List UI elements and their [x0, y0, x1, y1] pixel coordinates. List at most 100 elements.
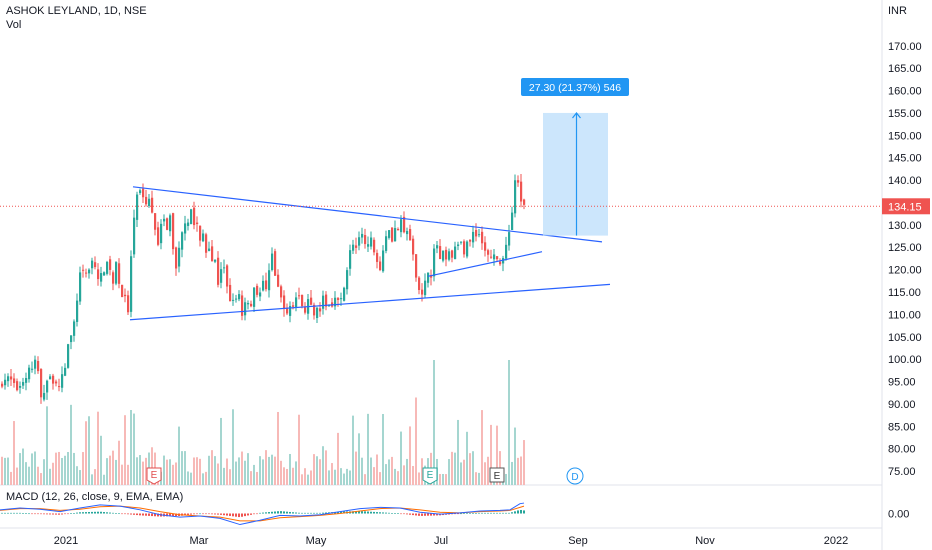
volume-bar: [466, 431, 468, 485]
candle-body: [289, 305, 292, 316]
macd-histogram-bar: [193, 513, 195, 515]
candle-body: [520, 181, 523, 202]
volume-bar: [415, 397, 417, 485]
volume-bar: [175, 462, 177, 485]
candle-body: [415, 254, 418, 278]
volume-bar: [463, 459, 465, 485]
candle-body: [196, 222, 199, 225]
macd-histogram-bar: [202, 513, 204, 515]
volume-bar: [454, 452, 456, 485]
volume-bar: [406, 458, 408, 485]
macd-histogram-bar: [76, 512, 78, 514]
macd-zero-tick: 0.00: [888, 509, 909, 521]
candle-body: [199, 225, 202, 241]
macd-histogram-bar: [250, 513, 252, 515]
candle-body: [511, 212, 514, 231]
volume-bar: [250, 471, 252, 485]
macd-histogram-bar: [283, 511, 285, 514]
macd-histogram-bar: [13, 512, 15, 514]
macd-histogram-bar: [91, 511, 93, 514]
macd-histogram-bar: [52, 513, 54, 515]
y-tick-label: 170.00: [888, 41, 922, 53]
macd-histogram-bar: [493, 512, 495, 514]
volume-bar: [409, 426, 411, 485]
candle-body: [1, 383, 4, 387]
volume-bar: [208, 455, 210, 485]
candle-body: [181, 232, 184, 250]
macd-histogram-bar: [199, 513, 201, 515]
candle-body: [442, 250, 445, 261]
candle-body: [451, 250, 454, 258]
candle-body: [49, 376, 52, 380]
candle-body: [205, 234, 208, 253]
candle-body: [313, 304, 316, 316]
macd-histogram-bar: [400, 513, 402, 515]
candle-body: [283, 295, 286, 309]
volume-bar: [205, 471, 207, 485]
macd-histogram-bar: [481, 512, 483, 514]
candle-body: [13, 378, 16, 383]
macd-histogram-bar: [25, 513, 27, 514]
macd-histogram-bar: [436, 513, 438, 516]
macd-histogram-bar: [397, 513, 399, 514]
macd-histogram-bar: [118, 513, 120, 515]
volume-bar: [4, 457, 6, 485]
volume-bar: [388, 459, 390, 485]
candle-body: [175, 247, 178, 269]
macd-histogram-bar: [379, 512, 381, 514]
macd-histogram-bar: [391, 513, 393, 514]
macd-histogram-bar: [166, 513, 168, 517]
trendline: [129, 283, 611, 321]
candle-body: [301, 294, 304, 307]
volume-bar: [163, 455, 165, 485]
volume-bar: [166, 459, 168, 485]
volume-bar: [358, 433, 360, 485]
macd-histogram-bar: [124, 513, 126, 515]
candle-body: [94, 262, 97, 268]
volume-bar: [289, 453, 291, 485]
volume-bar: [283, 467, 285, 485]
volume-bar: [505, 473, 507, 485]
macd-histogram-bar: [88, 511, 90, 514]
volume-bar: [112, 450, 114, 485]
candle-body: [151, 197, 154, 213]
volume-bar: [124, 415, 126, 485]
candle-body: [439, 246, 442, 260]
volume-bar: [472, 451, 474, 485]
candle-body: [10, 376, 13, 380]
volume-bar: [241, 451, 243, 485]
macd-histogram-bar: [211, 513, 213, 515]
macd-histogram-bar: [463, 513, 465, 514]
macd-histogram-bar: [280, 511, 282, 514]
volume-bar: [7, 457, 9, 485]
candle-body: [430, 275, 433, 278]
candle-body: [229, 284, 232, 302]
macd-histogram-bar: [460, 513, 462, 515]
candle-body: [259, 292, 262, 297]
measure-label: 27.30 (21.37%) 546: [529, 82, 621, 94]
candle-body: [136, 194, 139, 220]
volume-bar: [271, 454, 273, 485]
macd-histogram-bar: [58, 513, 60, 515]
macd-histogram-bar: [514, 511, 516, 514]
macd-histogram-bar: [406, 513, 408, 515]
macd-histogram-bar: [169, 513, 171, 517]
macd-histogram-bar: [172, 513, 174, 517]
volume-bar: [400, 431, 402, 485]
candle-body: [496, 256, 499, 260]
candle-body: [172, 213, 175, 250]
volume-bar: [43, 459, 45, 485]
candle-body: [484, 242, 487, 251]
macd-histogram-bar: [364, 511, 366, 514]
candle-body: [253, 287, 256, 307]
candle-body: [223, 267, 226, 269]
volume-bar: [346, 468, 348, 485]
candle-body: [208, 248, 211, 251]
volume-bar: [325, 450, 327, 485]
candle-body: [121, 284, 124, 298]
volume-bar: [79, 470, 81, 485]
macd-histogram-bar: [385, 512, 387, 514]
candle-body: [304, 307, 307, 313]
volume-bar: [91, 474, 93, 485]
